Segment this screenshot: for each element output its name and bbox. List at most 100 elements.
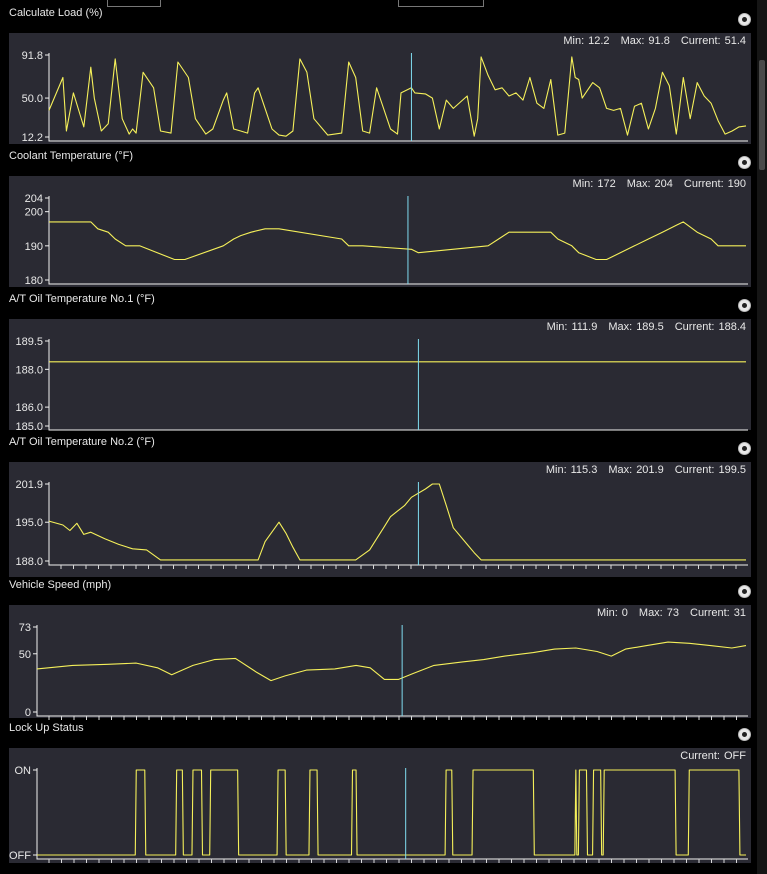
line-chart: ON OFF [9, 765, 748, 863]
stat-label: Max: [620, 35, 645, 47]
stat-label: Min: [563, 35, 585, 47]
chart-title: Coolant Temperature (°F) [9, 150, 134, 162]
line-chart: 73 50 0 [19, 622, 748, 720]
stat-label: Current: [683, 178, 724, 190]
y-tick-label: ON [15, 765, 32, 777]
plot-area: Current: OFF ON OFF [9, 748, 751, 863]
y-tick-label: 188.0 [15, 364, 43, 376]
stat-label: Min: [597, 607, 618, 619]
stat-value: 204 [654, 178, 673, 190]
chart-stats: Min: 115.3 Max: 201.9 Current: 199.5 [546, 464, 746, 476]
close-chart-icon[interactable] [738, 728, 751, 741]
axis-lines [48, 339, 748, 431]
line-chart: 189.5 188.0 186.0 185.0 [15, 336, 748, 433]
chart-panel: A/T Oil Temperature No.1 (°F) Min: 111.9 Ma… [0, 291, 757, 433]
window-tab-left [107, 0, 161, 7]
stat-value: 91.8 [648, 35, 670, 47]
chart-panel: Calculate Load (%) Min: 12.2 Max: 91.8 Curren… [0, 5, 757, 144]
stat-label: Max: [608, 321, 633, 333]
stat-label: Max: [608, 464, 633, 476]
y-tick-label: 204 [25, 193, 43, 205]
stat-label: Current: [674, 464, 715, 476]
plot-area: Min: 115.3 Max: 201.9 Current: 199.5 201.9 195.… [9, 462, 751, 577]
y-tick-label: 195.0 [15, 517, 43, 529]
y-tick-label: OFF [9, 850, 31, 862]
chart-title: Calculate Load (%) [9, 7, 103, 19]
stat-label: Max: [638, 607, 663, 619]
scrollbar-thumb[interactable] [759, 60, 765, 170]
y-tick-label: 185.0 [15, 421, 43, 433]
plot-area: Min: 12.2 Max: 91.8 Current: 51.4 91.8 50.0 12.2 [9, 33, 751, 144]
close-chart-icon[interactable] [738, 585, 751, 598]
y-tick-label: 180 [25, 275, 43, 287]
y-tick-label: 12.2 [22, 132, 43, 144]
stat-value: 73 [666, 607, 679, 619]
y-tick-label: 50.0 [22, 93, 43, 105]
window-tab-right [398, 0, 484, 7]
close-chart-icon[interactable] [738, 156, 751, 169]
plot-area: Min: 172 Max: 204 Current: 190 204 200 190 180 [9, 176, 751, 287]
stat-value: 0 [621, 607, 628, 619]
series-line [48, 56, 747, 137]
y-tick-label: 91.8 [22, 50, 43, 62]
chart-stats: Min: 12.2 Max: 91.8 Current: 51.4 [563, 35, 746, 47]
chart-title: Lock Up Status [9, 722, 84, 734]
y-tick-label: 188.0 [15, 556, 43, 568]
stat-label: Current: [680, 35, 721, 47]
stat-label: Max: [626, 178, 651, 190]
stat-value: 51.4 [724, 35, 746, 47]
stat-label: Current: [674, 321, 715, 333]
stat-value: 31 [733, 607, 746, 619]
stat-label: Min: [572, 178, 594, 190]
close-chart-icon[interactable] [738, 299, 751, 312]
y-tick-label: 200 [25, 207, 43, 219]
close-chart-icon[interactable] [738, 13, 751, 26]
stat-label: Current: [680, 750, 720, 762]
series-line [36, 641, 747, 682]
y-tick-label: 186.0 [15, 402, 43, 414]
plot-area: Min: 111.9 Max: 189.5 Current: 188.4 189.5 188.… [9, 319, 751, 433]
stat-label: Current: [690, 607, 730, 619]
chart-title: A/T Oil Temperature No.1 (°F) [9, 293, 155, 305]
y-tick-label: 73 [19, 622, 31, 634]
axis-lines [36, 768, 748, 860]
axis-lines [48, 196, 748, 285]
stat-label: Min: [546, 321, 568, 333]
line-chart: 204 200 190 180 [25, 193, 748, 287]
stat-value: 190 [727, 178, 746, 190]
y-tick-label: 190 [25, 241, 43, 253]
chart-stats: Current: OFF [680, 750, 746, 762]
stat-value: 189.5 [636, 321, 664, 333]
plot-area: Min: 0 Max: 73 Current: 31 73 50 0 [9, 605, 751, 720]
stat-label: Min: [545, 464, 567, 476]
y-tick-label: 0 [25, 707, 31, 719]
stat-value: 199.5 [718, 464, 746, 476]
axis-lines [36, 625, 748, 717]
chart-stats: Min: 0 Max: 73 Current: 31 [597, 607, 746, 619]
series-line [37, 769, 746, 856]
stat-value: 115.3 [570, 464, 598, 476]
axis-lines [48, 482, 748, 566]
line-chart: 201.9 195.0 188.0 [15, 479, 748, 569]
stat-value: OFF [724, 750, 746, 762]
stat-value: 188.4 [718, 321, 746, 333]
chart-title: A/T Oil Temperature No.2 (°F) [9, 436, 155, 448]
close-chart-icon[interactable] [738, 442, 751, 455]
y-tick-label: 189.5 [15, 336, 43, 348]
chart-panel: A/T Oil Temperature No.2 (°F) Min: 115.3 Ma… [0, 434, 757, 577]
stat-value: 12.2 [588, 35, 610, 47]
series-line [48, 483, 746, 561]
chart-title: Vehicle Speed (mph) [9, 579, 112, 591]
chart-panel: Vehicle Speed (mph) Min: 0 Max: 73 Current: 31… [0, 577, 757, 720]
series-line [49, 221, 746, 261]
stat-value: 201.9 [636, 464, 664, 476]
axis-lines [48, 53, 748, 142]
stat-value: 111.9 [571, 321, 598, 333]
stat-value: 172 [597, 178, 616, 190]
chart-panel: Coolant Temperature (°F) Min: 172 Max: 204 Cu… [0, 148, 757, 287]
y-tick-label: 201.9 [15, 479, 43, 491]
chart-stats: Min: 172 Max: 204 Current: 190 [573, 178, 746, 190]
vertical-scrollbar[interactable] [757, 0, 767, 874]
chart-panel: Lock Up Status Current: OFF ON OFF [0, 720, 757, 863]
chart-stats: Min: 111.9 Max: 189.5 Current: 188.4 [547, 321, 746, 333]
